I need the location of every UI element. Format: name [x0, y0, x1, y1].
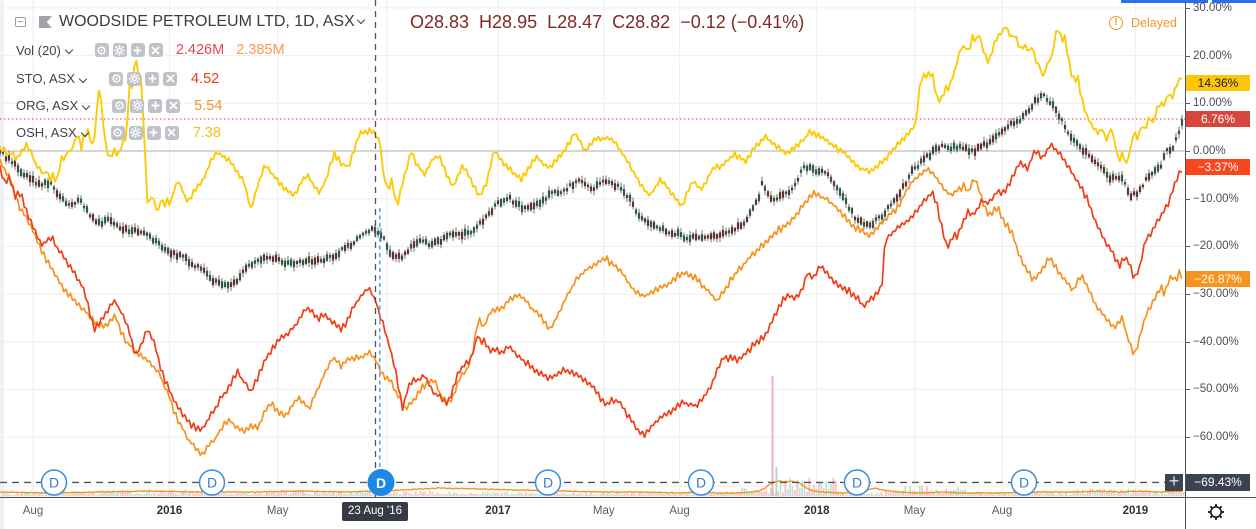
svg-text:D: D: [376, 475, 386, 491]
svg-text:D: D: [49, 475, 59, 491]
svg-text:D: D: [543, 475, 553, 491]
svg-text:D: D: [207, 475, 217, 491]
svg-text:D: D: [696, 475, 706, 491]
svg-text:D: D: [1019, 475, 1029, 491]
svg-text:D: D: [852, 475, 862, 491]
